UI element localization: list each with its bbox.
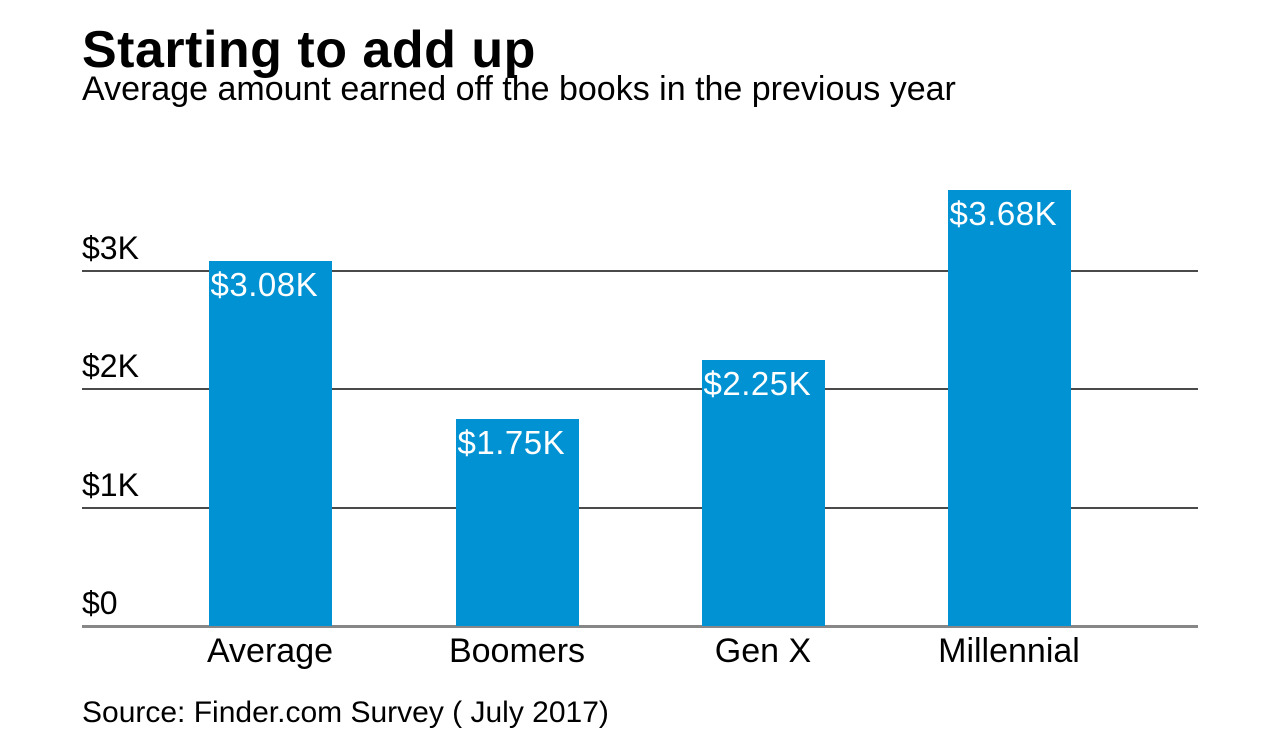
bar-value-label-average: $3.08K — [210, 266, 319, 304]
chart-title: Starting to add up — [82, 20, 536, 79]
x-category-label-millennial: Millennial — [938, 632, 1080, 670]
x-category-label-average: Average — [206, 632, 334, 670]
bar-millennial — [947, 190, 1071, 626]
y-tick-label: $1K — [82, 466, 139, 503]
bar-value-label-gen-x: $2.25K — [703, 364, 812, 402]
bar-boomers — [455, 418, 579, 626]
bar-average — [208, 261, 332, 626]
source-note: Source: Finder.com Survey ( July 2017) — [82, 696, 609, 729]
y-tick-label: $0 — [82, 585, 118, 621]
gridline — [82, 506, 1198, 509]
x-axis-baseline — [82, 625, 1198, 628]
y-tick-label: $2K — [82, 348, 139, 385]
bar-value-label-boomers: $1.75K — [457, 423, 566, 461]
bar-value-label-millennial: $3.68K — [949, 195, 1058, 233]
bar-gen-x — [701, 359, 825, 626]
y-tick-label: $3K — [82, 229, 139, 266]
x-category-label-gen-x: Gen X — [714, 632, 812, 670]
x-category-label-boomers: Boomers — [448, 632, 586, 670]
gridline — [82, 269, 1198, 272]
chart-subtitle: Average amount earned off the books in t… — [82, 70, 956, 108]
gridline — [82, 388, 1198, 391]
